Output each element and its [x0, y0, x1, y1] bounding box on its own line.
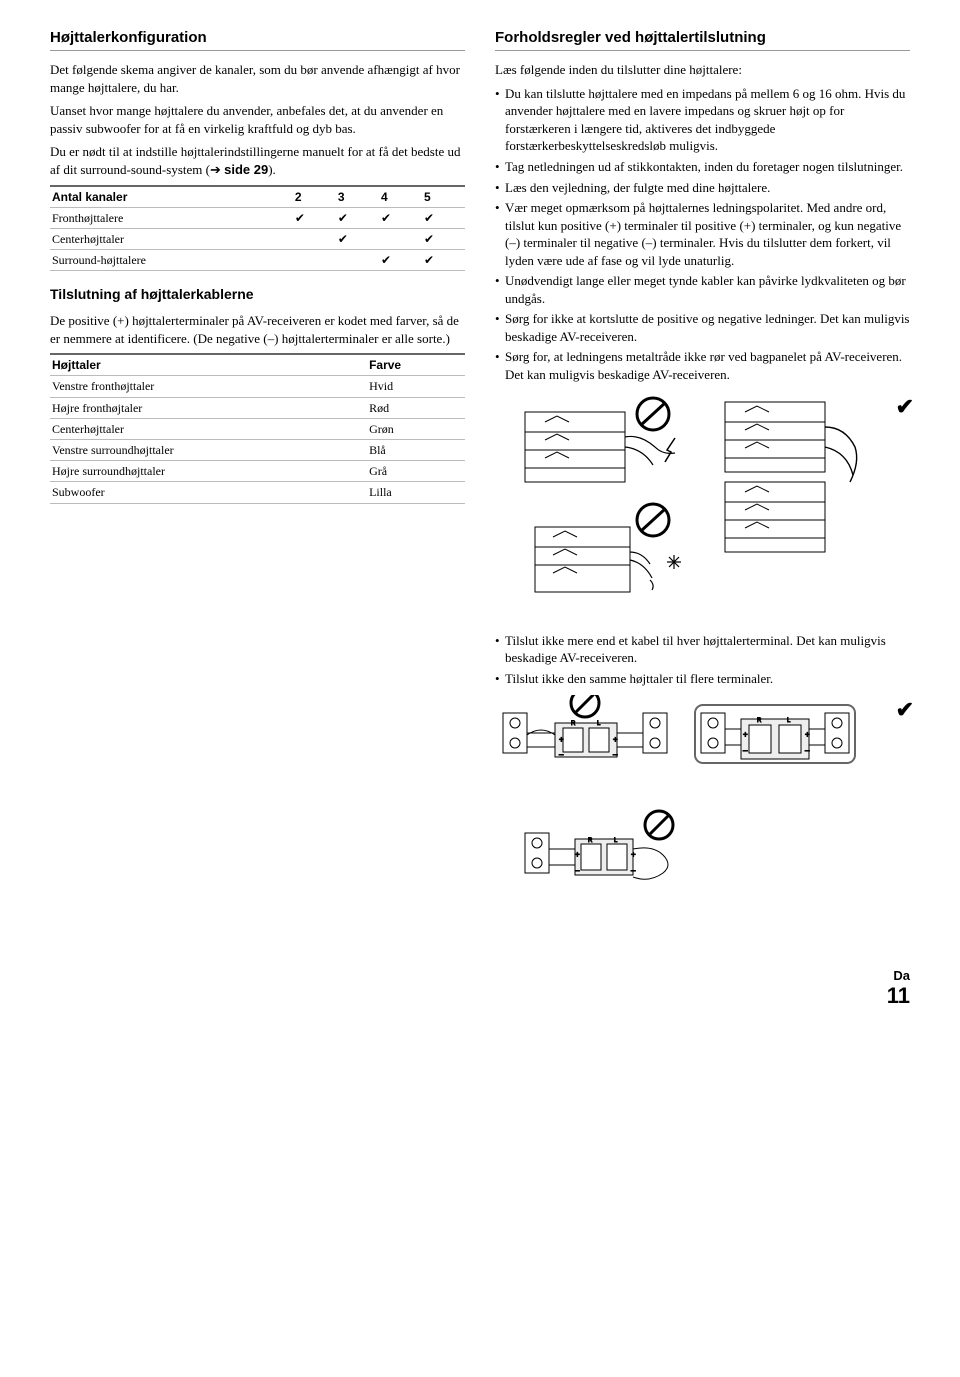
c1: Lilla: [367, 482, 465, 503]
list-item: Læs den vejledning, der fulgte med dine …: [495, 179, 910, 197]
svg-text:–: –: [575, 866, 580, 875]
precautions-list: Du kan tilslutte højttalere med en imped…: [495, 85, 910, 384]
c1: Hvid: [367, 376, 465, 397]
table-row: CenterhøjttalerGrøn: [50, 418, 465, 439]
para-config-3d: ).: [268, 162, 276, 177]
table-row: Centerhøjttaler ✔ ✔: [50, 228, 465, 249]
page-number: 11: [50, 985, 910, 1007]
table-row: Surround-højttalere ✔ ✔: [50, 250, 465, 271]
list-item: Tilslut ikke mere end et kabel til hver …: [495, 632, 910, 667]
list-item: Tilslut ikke den samme højttaler til fle…: [495, 670, 910, 688]
c1: Grå: [367, 461, 465, 482]
check-icon: ✔: [896, 695, 914, 725]
list-item: Vær meget opmærksom på højttalernes ledn…: [495, 199, 910, 269]
chk: ✔: [293, 207, 336, 228]
table-row: Højre surroundhøjttalerGrå: [50, 461, 465, 482]
chk: ✔: [422, 207, 465, 228]
svg-text:–: –: [805, 746, 810, 755]
c0: Subwoofer: [50, 482, 367, 503]
chk: ✔: [336, 228, 379, 249]
svg-text:–: –: [631, 866, 636, 875]
page-columns: Højttalerkonfiguration Det følgende skem…: [50, 28, 910, 935]
list-item: Du kan tilslutte højttalere med en imped…: [495, 85, 910, 155]
chk: ✔: [422, 228, 465, 249]
c1: Rød: [367, 397, 465, 418]
arrow-icon: ➔: [210, 162, 221, 177]
terminal-diagram-svg: R L + + – –: [495, 695, 875, 925]
chk: ✔: [379, 207, 422, 228]
chan-col-1: 3: [336, 186, 379, 208]
para-prec-intro: Læs følgende inden du tilslutter dine hø…: [495, 61, 910, 79]
svg-text:+: +: [631, 850, 636, 859]
list-item: Tag netledningen ud af stikkontakten, in…: [495, 158, 910, 176]
c0: Venstre fronthøjttaler: [50, 376, 367, 397]
svg-text:R: R: [571, 721, 576, 727]
list-item: Sørg for ikke at kortslutte de positive …: [495, 310, 910, 345]
para-cables: De positive (+) højttalerterminaler på A…: [50, 312, 465, 347]
color-h2: Farve: [367, 354, 465, 376]
color-h1: Højttaler: [50, 354, 367, 376]
svg-text:–: –: [559, 750, 564, 759]
chan-col-0: 2: [293, 186, 336, 208]
list-item: Unødvendigt lange eller meget tynde kabl…: [495, 272, 910, 307]
svg-text:+: +: [805, 730, 810, 739]
svg-text:+: +: [743, 730, 748, 739]
para-config-2: Uanset hvor mange højttalere du anvender…: [50, 102, 465, 137]
page-footer: Da 11: [50, 967, 910, 1007]
svg-text:R: R: [588, 838, 593, 844]
para-config-3: Du er nødt til at indstille højttalerind…: [50, 143, 465, 178]
table-row: SubwooferLilla: [50, 482, 465, 503]
table-row: Fronthøjttalere ✔ ✔ ✔ ✔: [50, 207, 465, 228]
table-row: Venstre fronthøjttalerHvid: [50, 376, 465, 397]
precautions-list-2: Tilslut ikke mere end et kabel til hver …: [495, 632, 910, 688]
chk: [293, 228, 336, 249]
para-config-1: Det følgende skema angiver de kanaler, s…: [50, 61, 465, 96]
list-item: Sørg for, at ledningens metaltråde ikke …: [495, 348, 910, 383]
wire-diagram-svg: [495, 392, 865, 622]
right-column: Forholdsregler ved højttalertilslutning …: [495, 28, 910, 935]
svg-text:+: +: [559, 735, 564, 744]
heading-precautions: Forholdsregler ved højttalertilslutning: [495, 28, 910, 51]
chk: [293, 250, 336, 271]
page-ref: side 29: [224, 162, 268, 177]
lang-code: Da: [50, 967, 910, 985]
table-row: Antal kanaler 2 3 4 5: [50, 186, 465, 208]
c0: Centerhøjttaler: [50, 418, 367, 439]
heading-cables: Tilslutning af højttalerkablerne: [50, 285, 465, 304]
check-icon: ✔: [896, 392, 914, 422]
table-row: Højttaler Farve: [50, 354, 465, 376]
chan-col-3: 5: [422, 186, 465, 208]
svg-text:–: –: [613, 750, 618, 759]
row-name: Surround-højttalere: [50, 250, 293, 271]
left-column: Højttalerkonfiguration Det følgende skem…: [50, 28, 465, 935]
svg-text:R: R: [757, 718, 762, 724]
channel-table: Antal kanaler 2 3 4 5 Fronthøjttalere ✔ …: [50, 185, 465, 272]
heading-speaker-config: Højttalerkonfiguration: [50, 28, 465, 51]
chk: [379, 228, 422, 249]
c0: Venstre surroundhøjttaler: [50, 440, 367, 461]
chk: ✔: [379, 250, 422, 271]
table-row: Venstre surroundhøjttalerBlå: [50, 440, 465, 461]
chk: ✔: [336, 207, 379, 228]
row-name: Centerhøjttaler: [50, 228, 293, 249]
table-row: Højre fronthøjtalerRød: [50, 397, 465, 418]
svg-text:+: +: [575, 850, 580, 859]
svg-text:+: +: [613, 735, 618, 744]
chan-header: Antal kanaler: [50, 186, 293, 208]
c0: Højre surroundhøjttaler: [50, 461, 367, 482]
diagram-wire-short: ✔: [495, 392, 910, 622]
color-table: Højttaler Farve Venstre fronthøjttalerHv…: [50, 353, 465, 503]
chan-col-2: 4: [379, 186, 422, 208]
c1: Blå: [367, 440, 465, 461]
chk: [336, 250, 379, 271]
c0: Højre fronthøjtaler: [50, 397, 367, 418]
chk: ✔: [422, 250, 465, 271]
c1: Grøn: [367, 418, 465, 439]
row-name: Fronthøjttalere: [50, 207, 293, 228]
diagram-terminals: ✔ R: [495, 695, 910, 925]
svg-text:–: –: [743, 746, 748, 755]
